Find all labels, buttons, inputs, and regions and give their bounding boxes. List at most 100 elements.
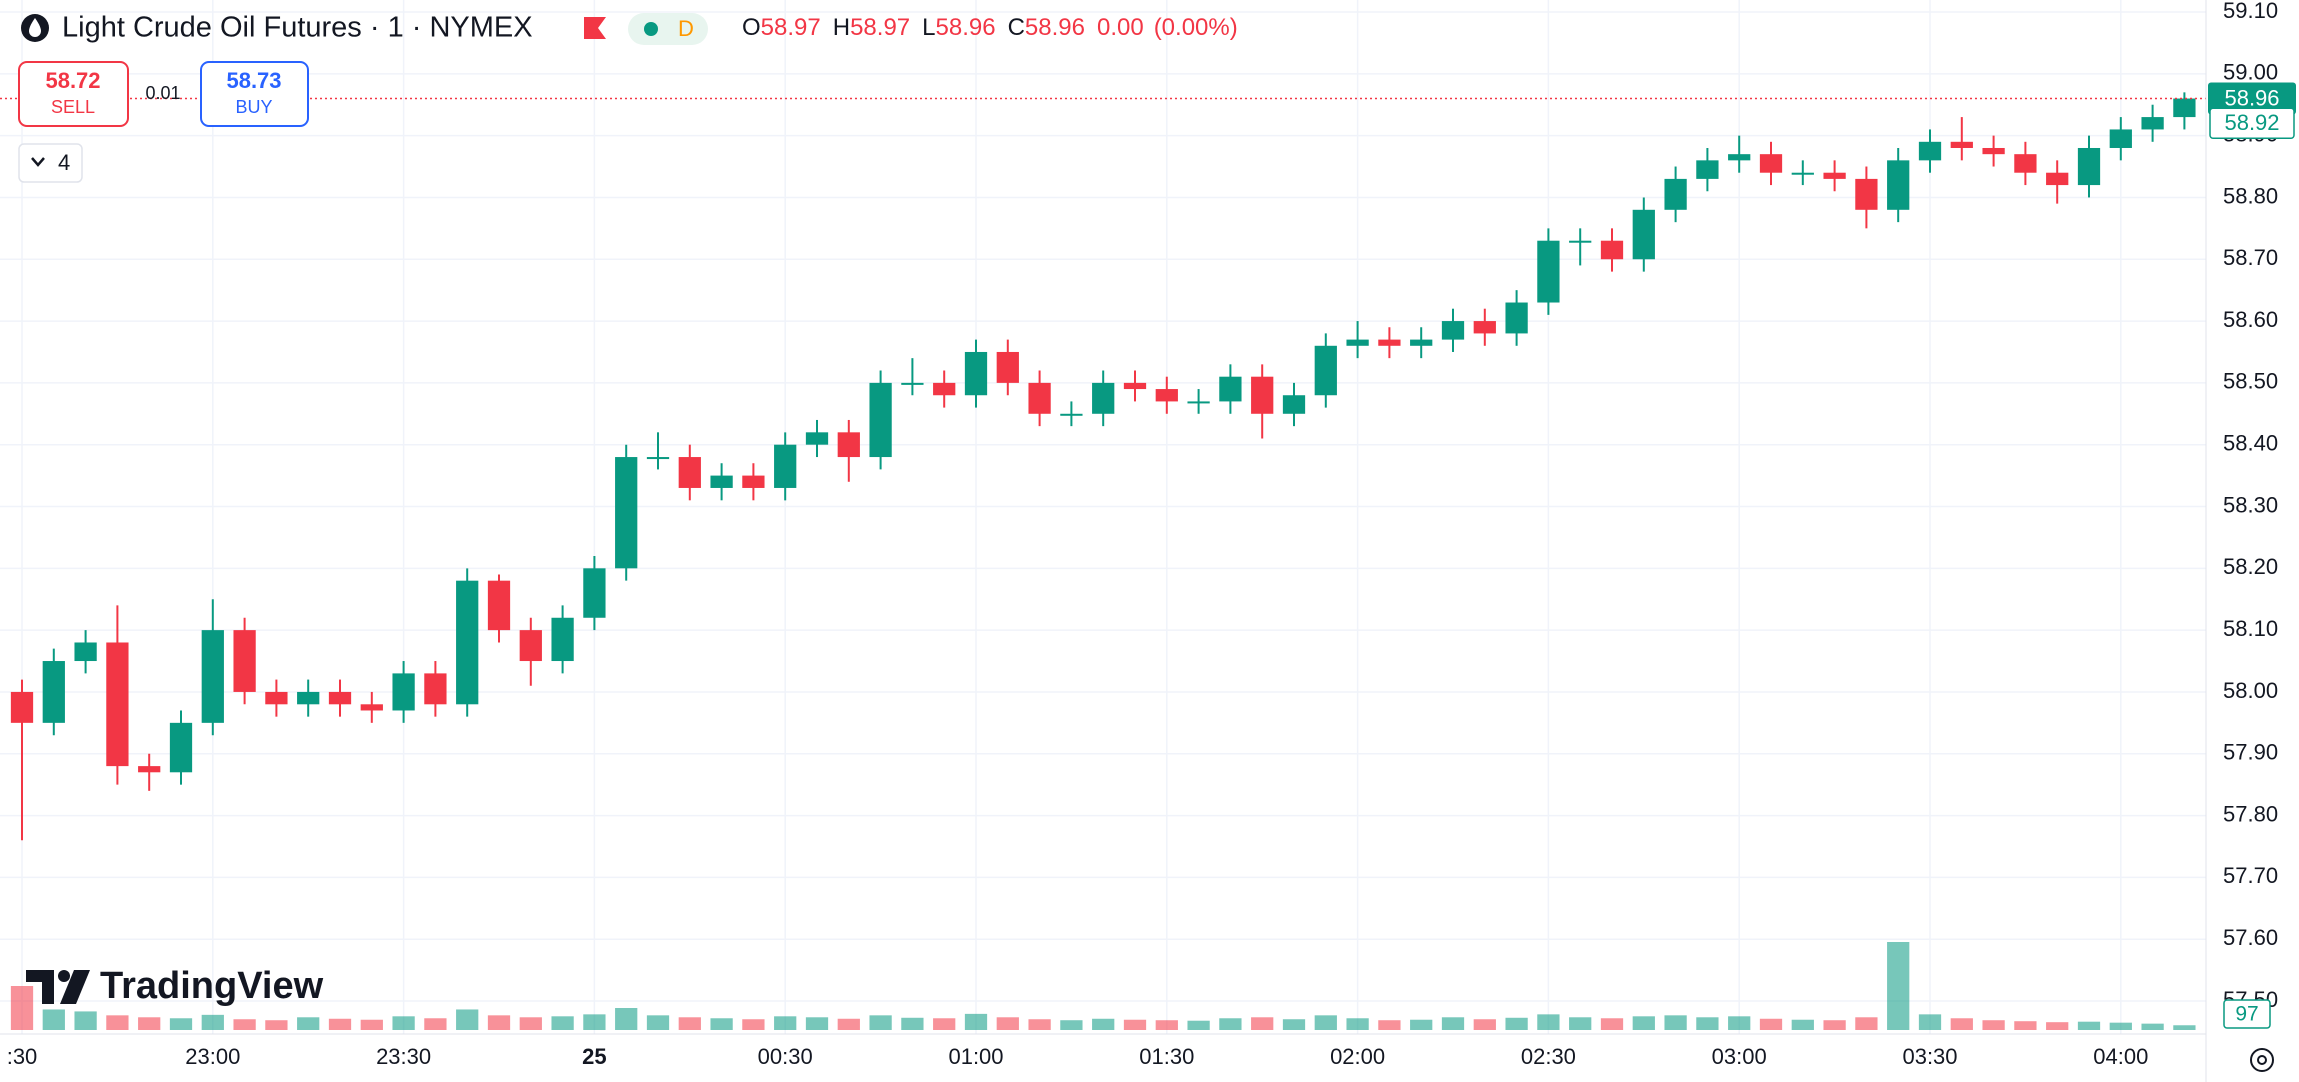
candle-body <box>2109 129 2132 148</box>
candle-body <box>1346 339 1369 346</box>
volume-bar <box>1918 1014 1942 1030</box>
volume-bar <box>1473 1019 1496 1030</box>
candle-body <box>774 444 797 488</box>
open-value: 58.97 <box>761 14 821 41</box>
volume-bar <box>233 1019 256 1030</box>
header: Light Crude Oil Futures · 1 · NYMEX D O5… <box>21 12 1238 45</box>
volume-bar <box>615 1008 638 1030</box>
y-tick-label: 58.30 <box>2223 492 2278 517</box>
volume-bar <box>519 1017 542 1030</box>
last-price-label: 58.96 <box>2224 85 2279 110</box>
volume-bar <box>710 1018 733 1030</box>
volume-bar <box>774 1016 797 1030</box>
buy-label: BUY <box>235 97 272 117</box>
y-tick-label: 58.00 <box>2223 678 2278 703</box>
candle-body <box>1505 302 1528 334</box>
candle-body <box>360 704 383 711</box>
volume-bar <box>1759 1018 1783 1030</box>
volume-bar <box>1791 1019 1814 1030</box>
logo: TradingView <box>26 965 324 1007</box>
candle-body <box>1632 209 1655 260</box>
candle-body <box>424 673 447 705</box>
volume-bar <box>169 1018 193 1030</box>
logo-text: TradingView <box>100 965 324 1007</box>
volume-bar <box>1410 1019 1433 1030</box>
volume-bar <box>1950 1018 1973 1030</box>
x-tick-label: 01:00 <box>948 1044 1003 1069</box>
volume-bar <box>74 1011 97 1030</box>
volume-bar <box>996 1017 1019 1030</box>
flag-icon <box>584 17 606 39</box>
volume-bar <box>10 986 34 1030</box>
candle-body <box>1728 154 1751 161</box>
y-tick-label: 58.40 <box>2223 431 2278 456</box>
volume-bar <box>742 1019 765 1030</box>
candle-body <box>1314 345 1337 396</box>
candle-body <box>2014 154 2037 173</box>
logo-dot <box>58 970 70 982</box>
secondary-price-label: 58.92 <box>2224 110 2279 135</box>
candle-body <box>1219 376 1242 402</box>
candle-body <box>1473 321 1496 334</box>
volume-bar <box>1028 1019 1051 1030</box>
volume-bar <box>1600 1018 1624 1030</box>
candle-body <box>201 630 224 723</box>
candle-body <box>805 432 829 445</box>
x-tick-label: 03:30 <box>1902 1044 1957 1069</box>
candle-body <box>1378 339 1401 346</box>
indicators-toggle[interactable] <box>18 143 83 183</box>
volume-bar <box>901 1017 924 1030</box>
candle-body <box>10 691 34 723</box>
candle-body <box>869 382 892 458</box>
volume-bar <box>360 1019 383 1030</box>
volume-bar <box>1887 942 1910 1030</box>
settings-icon[interactable] <box>2250 1048 2274 1072</box>
x-tick-label: 23:30 <box>376 1044 431 1069</box>
candle-body <box>1410 339 1433 346</box>
logo-mark <box>26 970 54 1004</box>
close-label: C <box>1008 14 1025 41</box>
candle-body <box>1251 376 1274 414</box>
candle-body <box>42 661 65 723</box>
volume-bar <box>837 1018 860 1030</box>
volume-label: 97 <box>2235 1003 2258 1026</box>
candle-body <box>1791 172 1814 175</box>
volume-bars <box>10 942 2196 1030</box>
candle-body <box>964 351 988 396</box>
low-label: L <box>922 14 935 41</box>
grid <box>0 0 2206 1034</box>
candle-body <box>1600 240 1624 260</box>
candle-body <box>996 351 1019 383</box>
candle-body <box>1982 147 2005 155</box>
volume-bar <box>1378 1020 1401 1030</box>
y-tick-label: 57.90 <box>2223 740 2278 765</box>
buy-price: 58.73 <box>226 68 281 93</box>
candle-body <box>1441 321 1465 340</box>
volume-bar <box>1123 1019 1147 1030</box>
volume-bar <box>1282 1019 1306 1030</box>
candle-body <box>1664 178 1687 210</box>
candle-body <box>169 722 193 773</box>
candle-body <box>1696 160 1719 179</box>
indicator-count: 4 <box>58 150 70 175</box>
status-pill[interactable] <box>628 13 708 45</box>
volume-bar <box>805 1017 829 1030</box>
sell-button[interactable] <box>18 61 129 127</box>
candle-body <box>1887 160 1910 210</box>
candle-body <box>1060 413 1083 416</box>
y-tick-label: 58.60 <box>2223 307 2278 332</box>
candle-body <box>74 642 97 662</box>
volume-bar <box>2141 1023 2164 1030</box>
y-tick-label: 58.10 <box>2223 616 2278 641</box>
volume-bar <box>265 1020 288 1030</box>
y-tick-label: 58.70 <box>2223 245 2278 270</box>
volume-bar <box>392 1016 415 1030</box>
volume-bar <box>869 1015 892 1030</box>
chevron-icon <box>31 157 45 167</box>
candle-body <box>837 432 860 458</box>
buy-button[interactable] <box>200 61 309 127</box>
volume-bar <box>424 1018 447 1030</box>
symbol-title: Light Crude Oil Futures · 1 · NYMEX <box>62 12 533 44</box>
candle-body <box>1950 141 1973 148</box>
